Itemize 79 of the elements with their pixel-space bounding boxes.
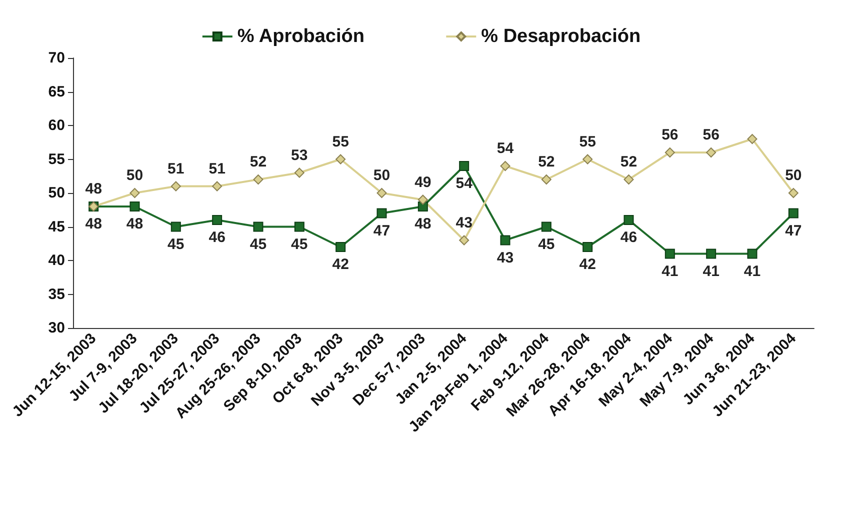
data-label: 55 (332, 133, 349, 150)
point (253, 174, 264, 184)
y-tick-label: 40 (48, 252, 65, 269)
data-label: 45 (168, 236, 184, 253)
data-label: 45 (250, 236, 267, 253)
data-label: 45 (538, 236, 555, 253)
data-label: 56 (702, 126, 720, 144)
point (747, 134, 758, 144)
data-label: 48 (85, 216, 102, 232)
point (582, 242, 593, 252)
point (541, 174, 552, 184)
data-label: 50 (373, 167, 390, 184)
data-label: 52 (250, 154, 267, 170)
point (212, 181, 222, 192)
data-label: 48 (85, 180, 102, 198)
point (130, 202, 140, 212)
y-tick-label: 55 (48, 150, 65, 168)
point (459, 161, 470, 171)
y-tick-label: 60 (48, 117, 65, 134)
data-label: 48 (126, 216, 144, 232)
point (788, 208, 798, 218)
y-tick-label: 65 (48, 83, 65, 100)
y-tick-label: 50 (48, 184, 65, 202)
point (459, 235, 470, 246)
point (624, 174, 634, 184)
y-tick-label: 30 (48, 320, 65, 336)
point (664, 248, 675, 259)
point (418, 194, 428, 205)
data-label: 54 (456, 175, 474, 192)
data-label: 53 (291, 146, 308, 164)
data-label: 48 (414, 216, 432, 232)
data-label: 56 (662, 126, 678, 144)
data-label: 43 (456, 214, 472, 232)
point (212, 215, 222, 225)
data-label: 45 (291, 236, 308, 253)
data-label: 49 (414, 174, 432, 191)
data-label: 54 (496, 140, 514, 157)
data-label: 46 (620, 229, 638, 246)
data-label: 42 (332, 256, 349, 273)
legend-label: % Aprobación (237, 26, 364, 47)
point (376, 208, 387, 218)
data-label: 47 (785, 222, 802, 240)
point (582, 154, 593, 164)
point (336, 242, 346, 252)
data-label: 42 (579, 256, 596, 273)
point (294, 222, 304, 232)
point (376, 188, 387, 198)
y-tick-label: 35 (48, 286, 65, 303)
legend-label: % Desaprobación (481, 26, 641, 47)
data-label: 51 (168, 160, 184, 178)
data-label: 51 (208, 160, 226, 178)
point (788, 188, 798, 198)
point (664, 148, 675, 158)
data-label: 52 (538, 154, 555, 170)
data-label: 41 (744, 262, 761, 280)
point (170, 222, 181, 232)
point (541, 222, 552, 232)
data-label: 52 (620, 154, 638, 170)
data-label: 41 (702, 262, 720, 280)
y-tick-label: 70 (48, 50, 65, 66)
data-label: 50 (126, 167, 144, 184)
data-label: 47 (373, 222, 390, 240)
point (624, 215, 634, 225)
point (500, 161, 510, 171)
point (706, 248, 716, 259)
data-label: 55 (579, 133, 596, 150)
data-label: 46 (208, 229, 226, 246)
point (706, 148, 716, 158)
point (253, 222, 264, 232)
point (747, 248, 758, 259)
point (294, 168, 304, 178)
data-label: 43 (496, 249, 514, 266)
data-label: 50 (785, 167, 802, 184)
point (500, 235, 510, 246)
point (130, 188, 140, 198)
point (336, 154, 346, 164)
data-label: 41 (662, 262, 678, 280)
point (170, 181, 181, 192)
y-tick-label: 45 (48, 218, 65, 236)
